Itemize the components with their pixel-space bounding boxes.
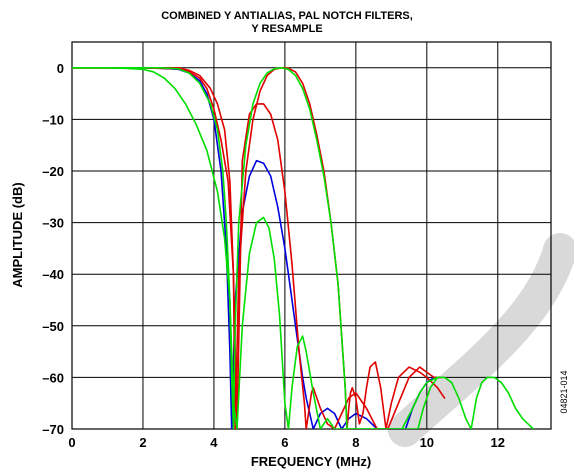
y-tick-labels: 0 –10 –20 –30 –40 –50 –60 –70 — [42, 61, 64, 437]
series-group — [72, 67, 535, 429]
y-tick-label: –20 — [42, 164, 64, 179]
y-tick-label: –30 — [42, 216, 64, 231]
y-tick-label: –10 — [42, 112, 64, 127]
plot-frame — [71, 41, 552, 430]
y-tick-label: –70 — [42, 422, 64, 437]
y-tick-label: –40 — [42, 267, 64, 282]
x-tick-label: 6 — [281, 435, 288, 450]
x-tick-labels: 0 2 4 6 8 10 12 — [68, 435, 505, 450]
chart-title-line-1: COMBINED Y ANTIALIAS, PAL NOTCH FILTERS, — [161, 10, 413, 22]
x-tick-label: 2 — [139, 435, 146, 450]
series-line-3 — [72, 67, 446, 429]
figure-id: 04821-014 — [559, 370, 569, 413]
watermark-arc — [388, 233, 574, 447]
y-tick-label: –60 — [42, 370, 64, 385]
x-tick-label: 12 — [491, 435, 505, 450]
x-tick-label: 8 — [352, 435, 359, 450]
chart-title-line-2: Y RESAMPLE — [251, 23, 322, 35]
x-tick-label: 10 — [420, 435, 434, 450]
x-tick-label: 0 — [68, 435, 75, 450]
x-axis-label: FREQUENCY (MHz) — [251, 454, 371, 469]
y-tick-label: 0 — [57, 61, 64, 76]
y-axis-label: AMPLITUDE (dB) — [10, 182, 25, 287]
y-tick-label: –50 — [42, 319, 64, 334]
grid — [72, 42, 551, 429]
series-line-2 — [72, 67, 442, 429]
series-line-4 — [72, 67, 439, 429]
series-line-1 — [72, 67, 442, 429]
series-line-5 — [72, 67, 535, 429]
x-tick-label: 4 — [210, 435, 218, 450]
